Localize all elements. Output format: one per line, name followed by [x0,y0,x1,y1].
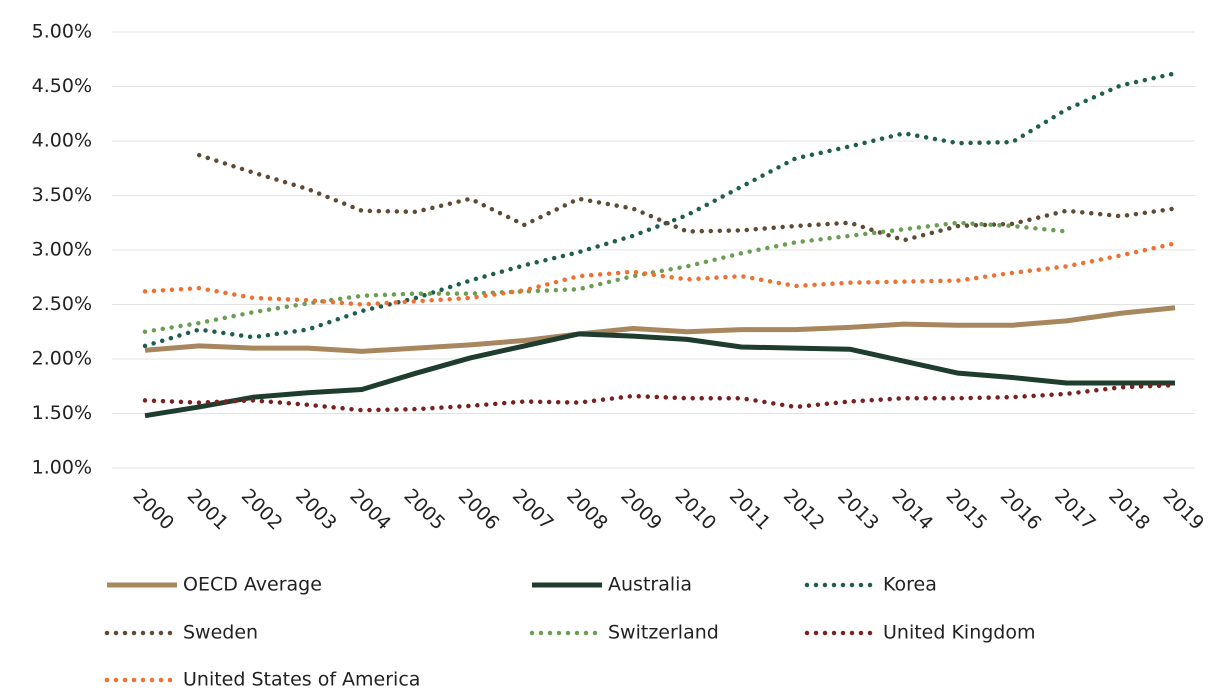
x-tick-label: 2015 [942,485,992,535]
x-tick-label: 2016 [996,485,1046,535]
series-line [144,331,1175,419]
series-line [196,152,1178,243]
legend-label: United States of America [183,669,420,690]
y-tick-label: 2.00% [32,348,92,370]
series-line [142,220,1069,334]
x-tick-label: 2009 [616,485,666,535]
x-tick-label: 2017 [1050,485,1100,535]
x-tick-label: 2010 [671,485,721,535]
legend-label: Switzerland [608,622,719,644]
x-tick-label: 2006 [454,485,504,535]
x-tick-label: 2002 [237,485,287,535]
x-tick-label: 2004 [345,485,395,535]
x-tick-label: 2013 [833,485,883,535]
x-tick-label: 2005 [400,485,450,535]
x-tick-label: 2011 [725,485,775,535]
series-line [142,71,1178,349]
x-tick-label: 2018 [1104,485,1154,535]
series-line [142,241,1178,307]
legend-label: OECD Average [183,574,322,596]
x-tick-label: 2003 [291,485,341,535]
legend-label: Australia [608,574,692,596]
series-line [142,382,1178,413]
x-tick-label: 2007 [508,485,558,535]
x-tick-label: 2014 [887,485,937,535]
y-tick-label: 4.50% [32,75,92,97]
y-tick-label: 5.00% [32,21,92,43]
y-tick-label: 3.00% [32,239,92,261]
x-tick-label: 2000 [128,485,178,535]
legend-label: United Kingdom [883,622,1036,644]
x-tick-label: 2008 [562,485,612,535]
legend-label: Korea [883,574,937,596]
y-tick-label: 1.50% [32,402,92,424]
legend-label: Sweden [183,622,258,644]
y-tick-label: 3.50% [32,184,92,206]
x-tick-label: 2012 [779,485,829,535]
x-tick-label: 2019 [1158,485,1208,535]
y-tick-label: 2.50% [32,293,92,315]
series-line [144,305,1176,354]
y-tick-label: 4.00% [32,130,92,152]
x-tick-label: 2001 [183,485,233,535]
y-tick-label: 1.00% [32,457,92,479]
